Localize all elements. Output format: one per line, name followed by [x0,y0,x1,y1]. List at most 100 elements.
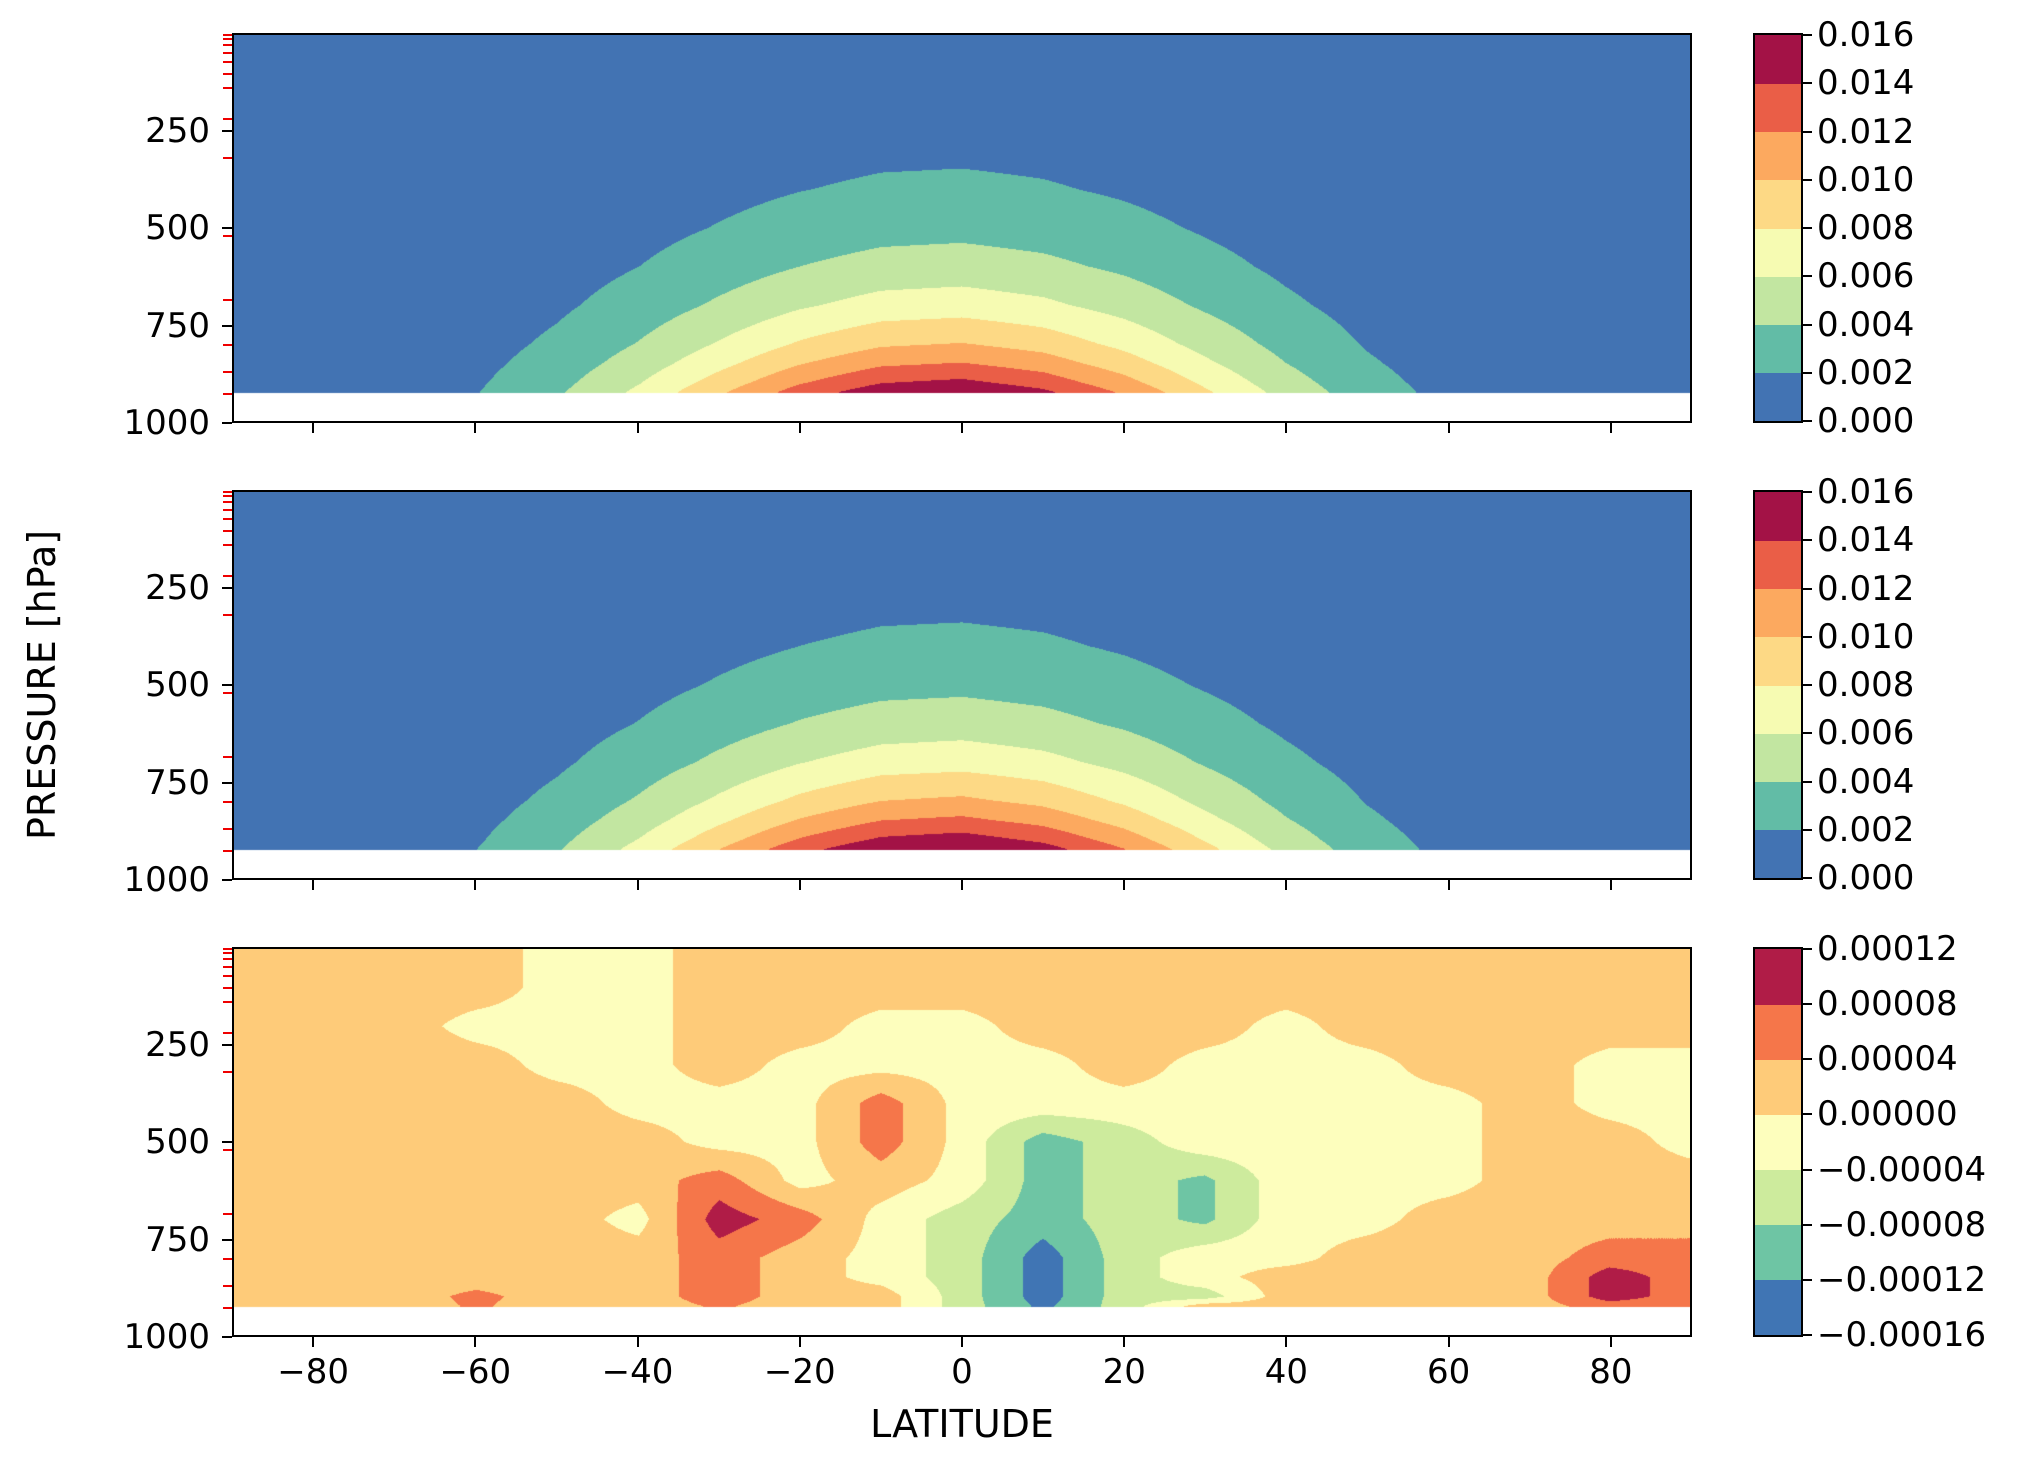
colorbar-band [1755,588,1801,638]
pressure-level-minor-tick [223,156,232,159]
colorbar-tick-mark [1803,1334,1812,1336]
pressure-level-minor-tick [223,61,232,64]
colorbar-1 [1753,33,1803,423]
x-tick-mark [312,423,315,433]
pressure-level-minor-tick [223,756,232,759]
y-tick-label: 500 [145,665,210,705]
x-tick-mark [798,1337,801,1347]
x-tick-mark [1609,1337,1612,1347]
x-tick-label: 80 [1589,1352,1633,1392]
x-tick-mark [961,880,963,890]
colorbar-tick-mark [1803,948,1812,950]
x-tick-mark [474,423,477,433]
colorbar-tick-label: 0.016 [1817,15,1915,55]
y-tick-mark [222,586,232,589]
pressure-level-minor-tick [223,613,232,616]
colorbar-tick-mark [1803,1168,1812,1171]
x-tick-label: 0 [951,1352,973,1392]
pressure-level-minor-tick [223,1031,232,1034]
y-tick-label: 250 [145,567,210,608]
y-tick-label: 250 [145,110,210,151]
pressure-level-minor-tick [223,529,232,532]
colorbar-tick-label: 0.00012 [1817,929,1958,969]
panel-3-plot [234,949,1690,1335]
pressure-level-minor-tick [223,508,232,511]
colorbar-band [1755,1004,1801,1060]
pressure-level-minor-tick [223,1306,232,1309]
colorbar-tick-mark [1803,1058,1812,1061]
colorbar-band [1755,131,1801,181]
x-tick-mark [961,423,963,433]
x-tick-mark [636,880,639,890]
colorbar-band [1755,372,1801,421]
y-tick-mark [222,1238,232,1241]
pressure-level-minor-tick [223,490,232,493]
y-tick-label: 750 [145,762,210,803]
colorbar-tick-label: 0.016 [1817,472,1915,512]
y-tick-mark [222,324,232,327]
pressure-level-minor-tick [223,299,232,302]
panel-1 [232,33,1692,423]
pressure-level-minor-tick [223,975,232,978]
x-tick-mark [1447,423,1450,433]
colorbar-tick-label: −0.00012 [1817,1259,1987,1300]
panel-3 [232,947,1692,1337]
colorbar-tick-mark [1803,1113,1812,1116]
pressure-level-minor-tick [223,1000,232,1003]
colorbar-band [1755,83,1801,132]
pressure-level-minor-tick [223,344,232,346]
pressure-level-minor-tick [223,965,232,968]
pressure-level-minor-tick [223,574,232,577]
colorbar-band [1755,685,1801,734]
colorbar-tick-label: 0.012 [1817,111,1915,152]
pressure-level-minor-tick [223,828,232,831]
pressure-level-minor-tick [223,51,232,54]
pressure-level-minor-tick [223,1258,232,1260]
pressure-level-minor-tick [223,494,232,497]
colorbar-tick-mark [1803,684,1812,686]
panel-1-plot [234,35,1690,421]
colorbar-band [1755,636,1801,686]
x-tick-mark [961,1337,963,1347]
pressure-level-minor-tick [223,951,232,954]
panel-2-plot [234,492,1690,878]
colorbar-tick-label: 0.002 [1817,809,1915,850]
colorbar-tick-label: 0.004 [1817,304,1915,345]
colorbar-tick-mark [1803,130,1812,133]
colorbar-tick-label: 0.006 [1817,256,1915,297]
colorbar-band [1755,35,1801,84]
x-tick-mark [1447,880,1450,890]
colorbar-tick-label: 0.008 [1817,208,1915,248]
x-tick-mark [1285,1337,1288,1347]
colorbar-tick-mark [1803,491,1812,493]
pressure-level-minor-tick [223,957,232,960]
x-tick-mark [312,880,315,890]
y-tick-label: 1000 [123,860,210,900]
colorbar-tick-label: 0.000 [1817,401,1915,441]
pressure-level-minor-tick [223,234,232,237]
colorbar-tick-mark [1803,323,1812,326]
colorbar-tick-label: 0.014 [1817,63,1915,104]
colorbar-tick-label: −0.00004 [1817,1149,1987,1190]
colorbar-band [1755,1279,1801,1335]
x-tick-mark [312,1337,315,1347]
colorbar-tick-label: 0.006 [1817,713,1915,754]
x-tick-label: 40 [1264,1352,1309,1392]
colorbar-band [1755,829,1801,878]
colorbar-tick-mark [1803,877,1812,879]
colorbar-band [1755,1114,1801,1171]
x-tick-mark [798,880,801,890]
colorbar-tick-mark [1803,539,1812,542]
colorbar-tick-label: 0.002 [1817,352,1915,393]
colorbar-band [1755,276,1801,325]
x-tick-label: −60 [439,1352,512,1392]
y-tick-label: 1000 [123,403,210,443]
pressure-level-minor-tick [223,1213,232,1216]
x-tick-mark [1447,1337,1450,1347]
x-tick-mark [636,423,639,433]
colorbar-tick-label: 0.000 [1817,858,1915,898]
pressure-level-minor-tick [223,43,232,46]
colorbar-band [1755,492,1801,541]
x-tick-mark [474,1337,477,1347]
colorbar-tick-label: 0.004 [1817,761,1915,802]
